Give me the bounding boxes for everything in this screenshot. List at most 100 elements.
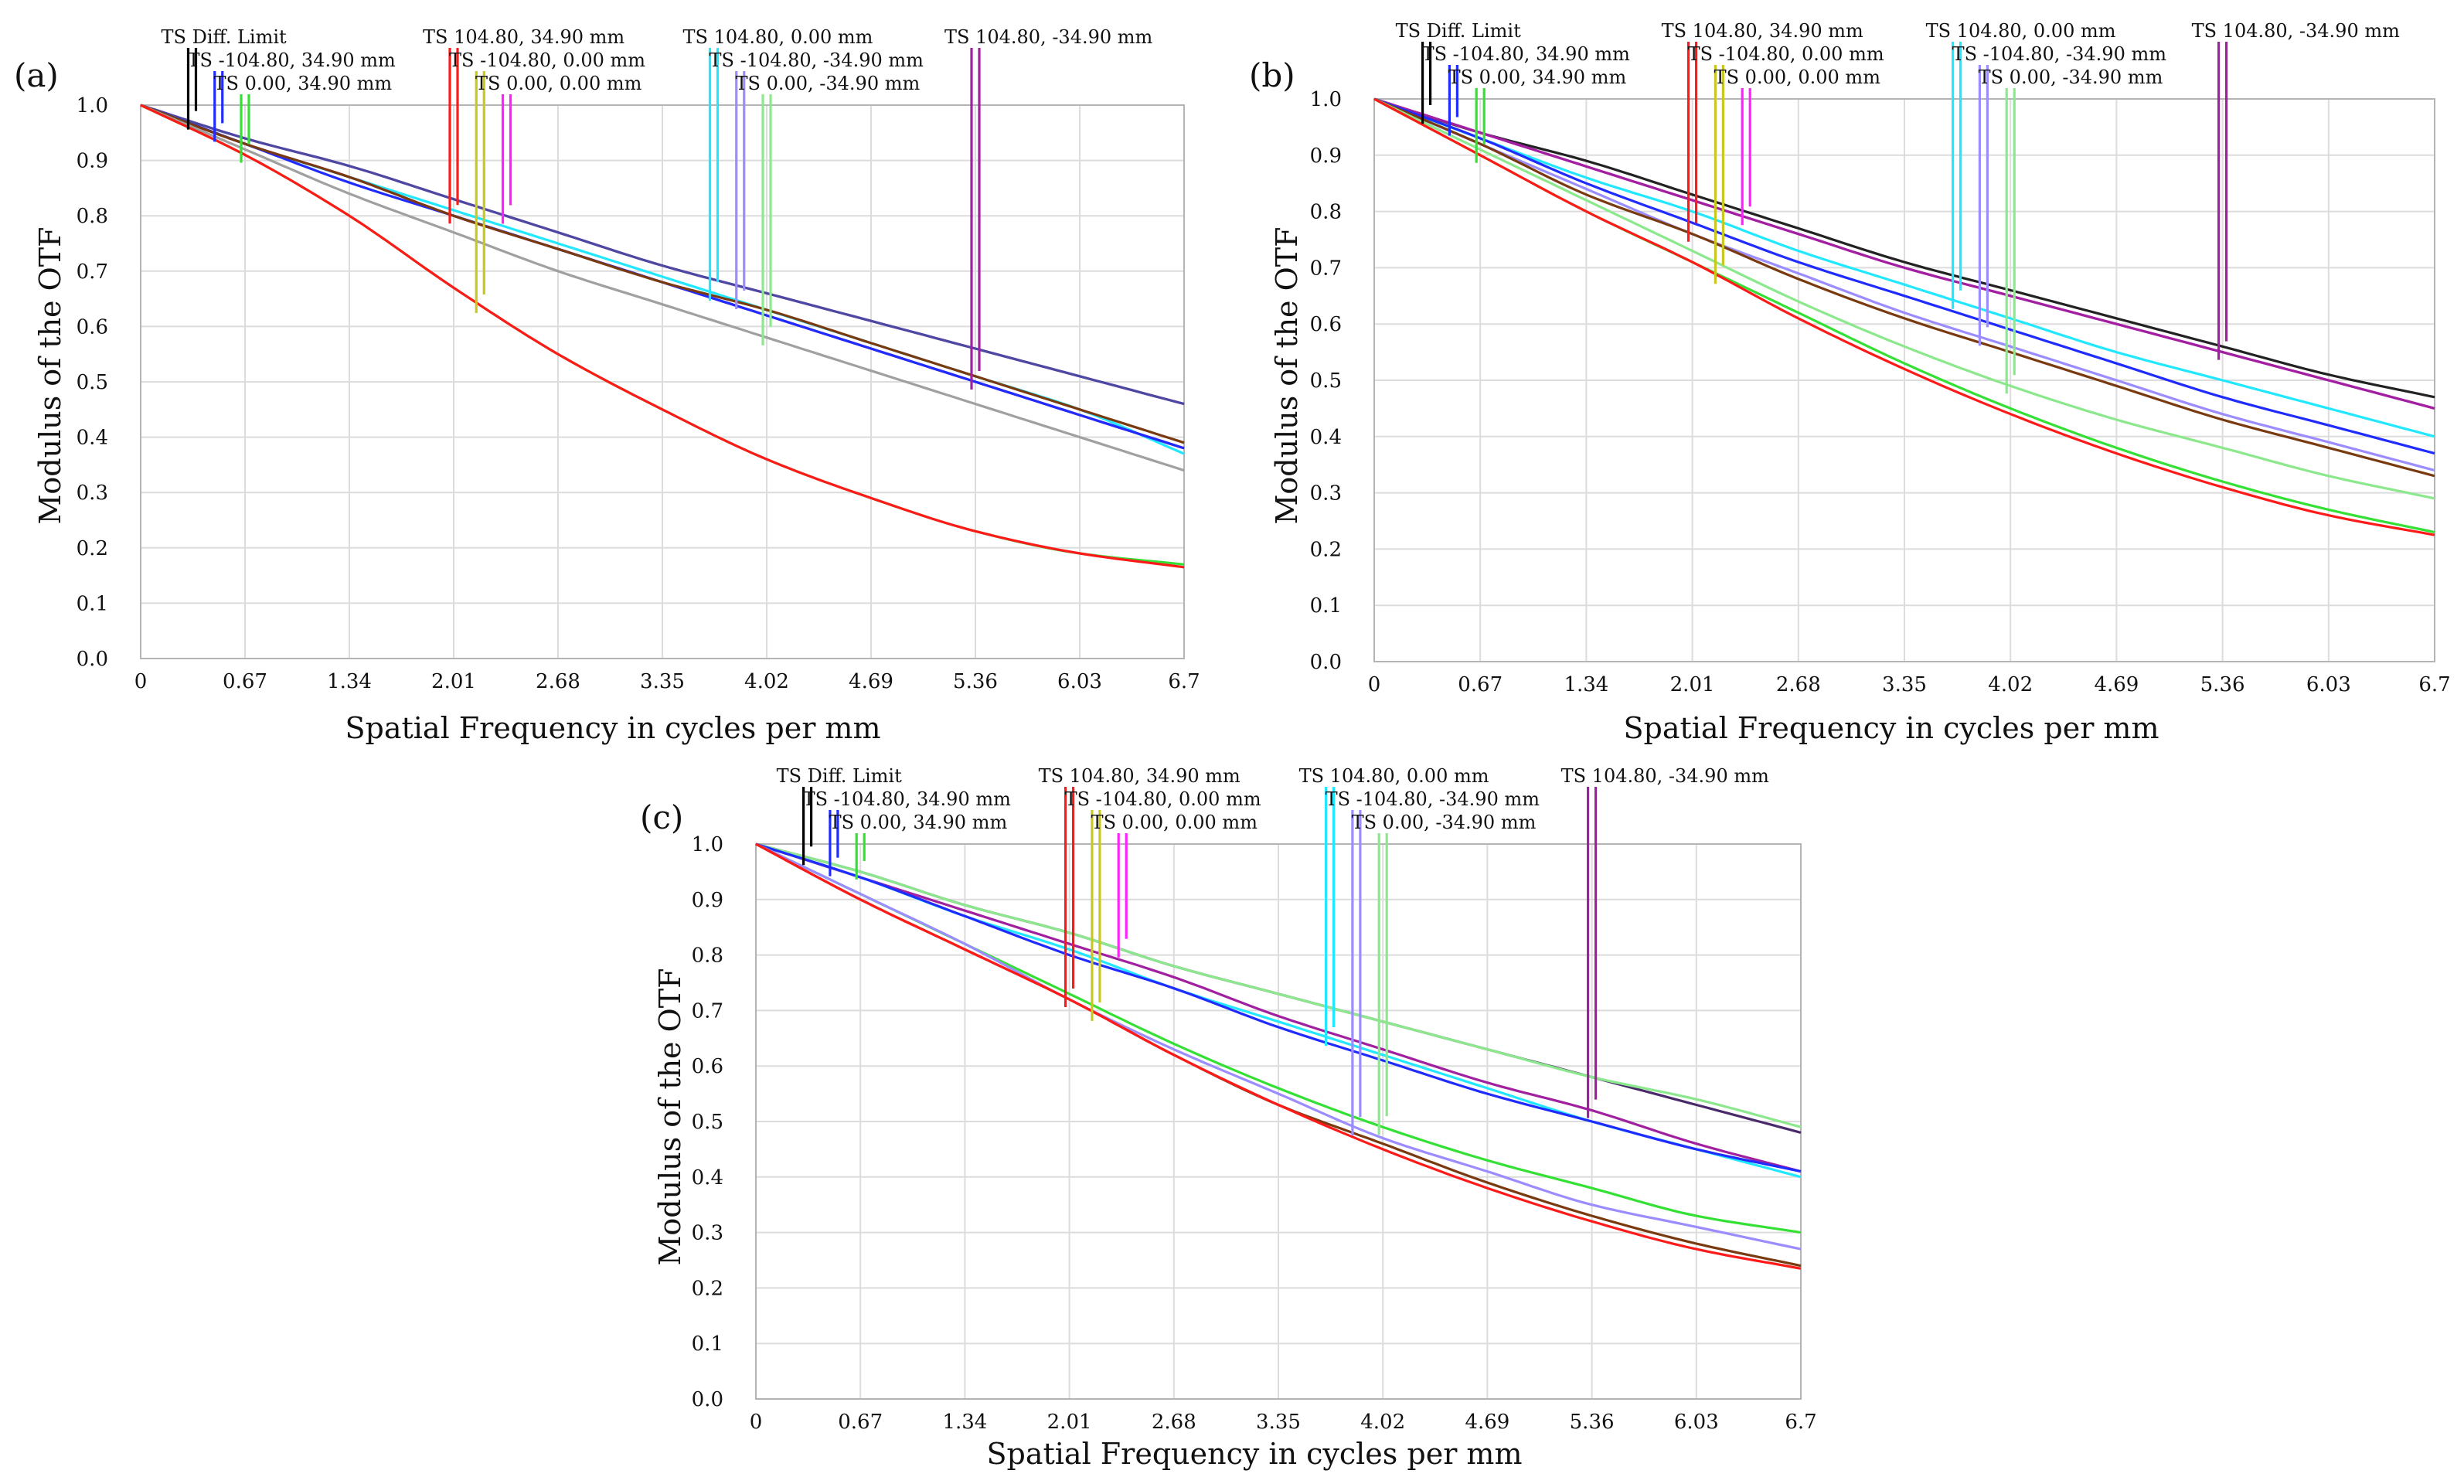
panel-tag: (a) [14, 56, 59, 94]
y-tick-label: 0.2 [77, 537, 108, 560]
y-tick-label: 0.4 [1310, 426, 1342, 449]
x-tick-label: 2.01 [1047, 1411, 1092, 1434]
legend-label: TS 0.00, -34.90 mm [736, 73, 921, 94]
x-tick-label: 6.03 [1674, 1411, 1719, 1434]
y-tick-label: 0.3 [77, 482, 108, 505]
panel-a: (a) Modulus of the OTF Spatial Frequency… [14, 26, 1200, 745]
legend-label: TS -104.80, 34.90 mm [803, 788, 1012, 810]
x-tick-label: 2.01 [431, 670, 476, 693]
y-tick-label: 0.2 [692, 1277, 723, 1300]
legend-label: TS 0.00, -34.90 mm [1979, 66, 2163, 88]
panel-c: (c) Modulus of the OTF Spatial Frequency… [640, 765, 1817, 1471]
y-tick-label: 0.3 [692, 1222, 723, 1245]
legend-label: TS 104.80, 34.90 mm [1662, 20, 1863, 42]
x-tick-label: 0.67 [838, 1411, 883, 1434]
otf-curve [140, 104, 1185, 406]
y-tick-label: 0.9 [1310, 145, 1342, 168]
legend-label: TS 0.00, 0.00 mm [1091, 812, 1258, 833]
otf-curve [1373, 97, 2435, 399]
legend-label: TS Diff. Limit [162, 26, 287, 48]
legend-label: TS 0.00, 0.00 mm [475, 73, 642, 94]
legend-label: TS 0.00, 34.90 mm [214, 73, 393, 94]
x-tick-label: 0.67 [1458, 673, 1503, 696]
x-tick-label: 2.68 [536, 670, 580, 693]
y-tick-label: 0.2 [1310, 538, 1342, 561]
otf-curve [1373, 97, 2435, 536]
plot-frame [755, 843, 1802, 1400]
y-axis-label: Modulus of the OTF [1270, 227, 1304, 525]
y-tick-label: 0.8 [77, 205, 108, 228]
x-tick-label: 0 [1368, 673, 1381, 696]
x-tick-label: 1.34 [1564, 673, 1608, 696]
y-tick-label: 1.0 [692, 833, 723, 856]
legend-label: TS 104.80, 34.90 mm [423, 26, 625, 48]
plot-frame [1373, 98, 2435, 662]
otf-curve [755, 842, 1802, 1270]
y-tick-label: 0.6 [77, 315, 108, 339]
y-tick-label: 0.7 [77, 260, 108, 284]
x-tick-label: 4.02 [744, 670, 789, 693]
otf-curve [755, 842, 1802, 1173]
legend-label: TS 104.80, 0.00 mm [683, 26, 873, 48]
x-tick-label: 2.68 [1776, 673, 1821, 696]
legend-label: TS 0.00, -34.90 mm [1352, 812, 1537, 833]
legend-label: TS Diff. Limit [1396, 20, 1521, 42]
panel-tag: (b) [1249, 56, 1295, 94]
x-tick-label: 6.03 [2306, 673, 2351, 696]
y-tick-label: 0.0 [1310, 651, 1342, 674]
panel-b: (b) Modulus of the OTF Spatial Frequency… [1249, 20, 2451, 745]
x-tick-label: 0.67 [223, 670, 267, 693]
y-tick-label: 0.8 [692, 945, 723, 968]
x-tick-label: 2.68 [1152, 1411, 1196, 1434]
otf-curve [140, 104, 1185, 569]
otf-curve [1373, 97, 2435, 410]
y-tick-label: 0.1 [692, 1333, 723, 1356]
x-tick-label: 6.7 [1168, 670, 1200, 693]
y-axis-label: Modulus of the OTF [33, 227, 67, 525]
x-tick-label: 3.35 [1882, 673, 1927, 696]
otf-curve [1373, 97, 2435, 455]
otf-curve [1373, 97, 2435, 438]
legend-label: TS -104.80, -34.90 mm [1326, 788, 1540, 810]
y-axis-label: Modulus of the OTF [653, 968, 687, 1266]
legend-label: TS 104.80, -34.90 mm [944, 26, 1153, 48]
x-tick-label: 6.7 [2418, 673, 2450, 696]
x-tick-label: 4.69 [1465, 1411, 1509, 1434]
y-tick-label: 0.4 [692, 1166, 723, 1190]
otf-curve [1373, 97, 2435, 500]
plot-frame [140, 104, 1185, 659]
y-tick-label: 0.5 [692, 1111, 723, 1134]
legend-label: TS 104.80, 0.00 mm [1299, 765, 1489, 787]
otf-curve [1373, 97, 2435, 472]
otf-curve [755, 842, 1802, 1128]
y-tick-label: 0.8 [1310, 201, 1342, 224]
x-tick-label: 1.34 [327, 670, 372, 693]
legend-label: TS -104.80, 0.00 mm [1688, 43, 1884, 65]
x-tick-label: 4.69 [2094, 673, 2139, 696]
y-tick-label: 0.9 [692, 889, 723, 912]
legend-label: TS -104.80, -34.90 mm [1952, 43, 2167, 65]
legend-label: TS 104.80, -34.90 mm [1561, 765, 1770, 787]
x-tick-label: 5.36 [2200, 673, 2245, 696]
y-tick-label: 0.7 [692, 999, 723, 1023]
legend-label: TS 104.80, 0.00 mm [1926, 20, 2116, 42]
y-tick-label: 0.3 [1310, 482, 1342, 505]
y-tick-label: 0.1 [77, 592, 108, 615]
y-tick-label: 0.0 [692, 1388, 723, 1411]
x-tick-label: 3.35 [1256, 1411, 1301, 1434]
x-tick-label: 3.35 [640, 670, 685, 693]
otf-curve [140, 104, 1185, 444]
x-axis-label: Spatial Frequency in cycles per mm [1623, 711, 2159, 745]
x-tick-label: 5.36 [953, 670, 998, 693]
legend-label: TS -104.80, 34.90 mm [1422, 43, 1631, 65]
y-tick-label: 0.6 [692, 1055, 723, 1078]
x-tick-label: 5.36 [1570, 1411, 1615, 1434]
y-tick-label: 1.0 [77, 94, 108, 117]
x-tick-label: 6.03 [1057, 670, 1102, 693]
legend-label: TS 104.80, 34.90 mm [1039, 765, 1241, 787]
y-tick-label: 0.6 [1310, 313, 1342, 336]
y-tick-label: 0.1 [1310, 594, 1342, 618]
legend-label: TS 0.00, 34.90 mm [829, 812, 1008, 833]
panel-tag: (c) [640, 798, 683, 836]
